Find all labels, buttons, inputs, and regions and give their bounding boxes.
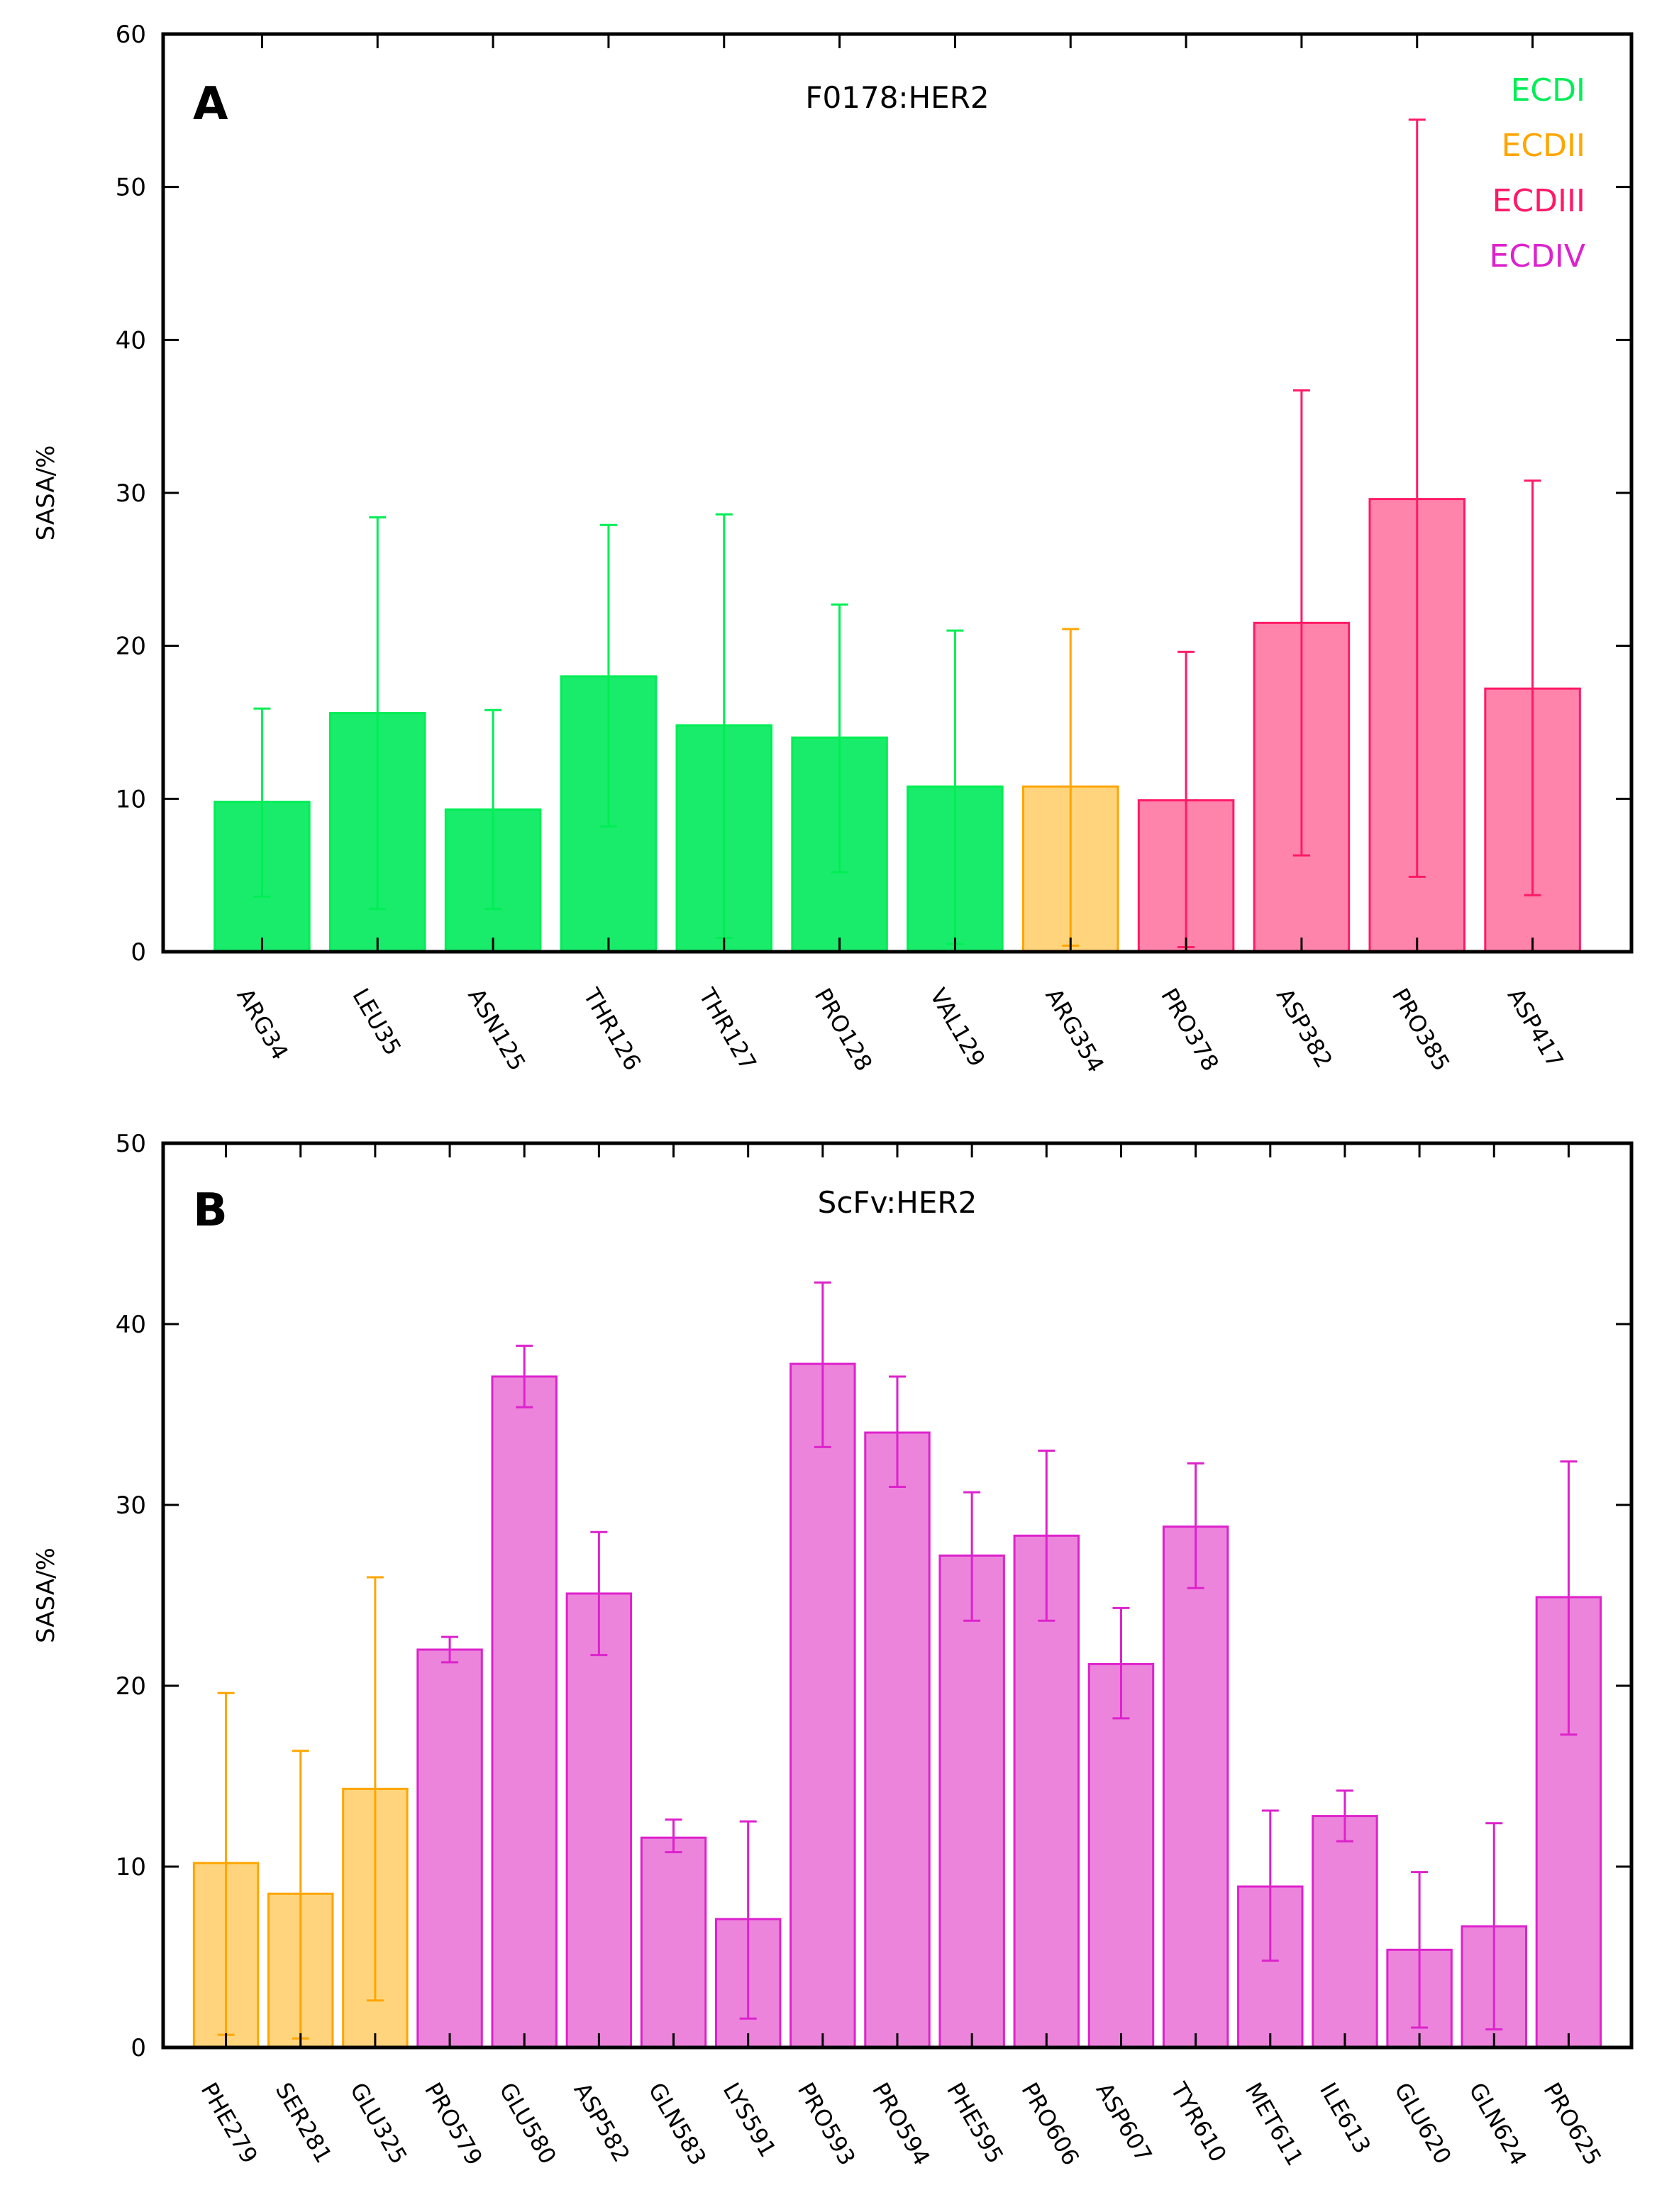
y-tick-label: 50: [116, 1130, 146, 1158]
y-tick-label: 20: [116, 633, 146, 661]
x-tick-label-val129: VAL129: [924, 984, 990, 1071]
x-tick-label-gln583: GLN583: [643, 2078, 712, 2170]
y-tick-label: 10: [116, 785, 146, 813]
x-tick-label-thr126: THR126: [577, 983, 646, 1075]
legend-entry-ecdiv: ECDIV: [1490, 238, 1585, 274]
x-tick-label-pro378: PRO378: [1156, 984, 1224, 1076]
x-tick-label-glu580: GLU580: [494, 2078, 562, 2169]
x-tick-label-glu325: GLU325: [345, 2078, 413, 2169]
x-tick-label-arg34: ARG34: [231, 984, 294, 1065]
y-tick-label: 20: [116, 1672, 146, 1701]
bar-gln583: [640, 1836, 707, 2049]
x-tick-label-asn125: ASN125: [462, 984, 531, 1075]
y-tick-label: 40: [116, 1311, 146, 1339]
x-tick-label-met611: MET611: [1240, 2078, 1309, 2170]
y-tick-label: 30: [116, 1491, 146, 1520]
x-tick-label-phe595: PHE595: [941, 2078, 1009, 2168]
bar-glu580: [491, 1375, 558, 2049]
x-tick-label-pro579: PRO579: [419, 2078, 488, 2170]
bar-pro593: [789, 1362, 856, 2049]
bar-pro579: [416, 1648, 483, 2049]
y-tick-label: 50: [116, 174, 146, 202]
legend-entry-ecdiii: ECDIII: [1492, 183, 1585, 219]
legend-entry-ecdi: ECDI: [1511, 72, 1585, 109]
x-tick-label-lys591: LYS591: [718, 2078, 782, 2162]
x-tick-label-leu35: LEU35: [347, 984, 406, 1060]
y-tick-label: 60: [116, 21, 146, 49]
x-tick-label-tyr610: TYR610: [1165, 2077, 1232, 2167]
x-tick-label-gln624: GLN624: [1463, 2078, 1532, 2170]
y-tick-label: 0: [131, 938, 146, 967]
chart-title: ScFv:HER2: [818, 1185, 977, 1220]
x-tick-label-asp607: ASP607: [1091, 2078, 1158, 2167]
x-tick-label-pro606: PRO606: [1016, 2078, 1085, 2170]
x-tick-label-ile613: ILE613: [1314, 2078, 1376, 2158]
bar-tyr610: [1162, 1525, 1229, 2049]
bar-asp582: [565, 1592, 633, 2049]
x-tick-label-ser281: SER281: [270, 2078, 338, 2167]
x-tick-label-asp382: ASP382: [1271, 984, 1338, 1072]
y-tick-label: 10: [116, 1853, 146, 1882]
x-tick-label-asp582: ASP582: [568, 2078, 635, 2167]
chart-title: F0178:HER2: [805, 80, 989, 115]
x-tick-label-pro593: PRO593: [792, 2078, 861, 2170]
legend-entry-ecdii: ECDII: [1502, 128, 1585, 164]
x-tick-label-phe279: PHE279: [196, 2078, 263, 2168]
plot-frame: [161, 1141, 1634, 2050]
bar-asp607: [1087, 1662, 1155, 2049]
y-tick-label: 40: [116, 326, 146, 355]
x-tick-label-asp417: ASP417: [1502, 984, 1569, 1072]
x-tick-label-glu620: GLU620: [1389, 2078, 1457, 2169]
x-tick-label-thr127: THR127: [693, 983, 762, 1075]
x-tick-label-pro625: PRO625: [1538, 2078, 1607, 2170]
plot-frame: [161, 32, 1634, 954]
y-axis-label: SASA/%: [32, 445, 60, 541]
panel-b-chart: 0 10 20 30 40 50 SASA/% PHE279 SER281 GLU325 PRO57…: [32, 1130, 1634, 2170]
bar-phe595: [938, 1554, 1005, 2049]
x-tick-label-pro128: PRO128: [809, 984, 878, 1076]
panel-letter: B: [193, 1184, 228, 1237]
y-tick-label: 0: [131, 2034, 146, 2062]
panel-letter: A: [193, 78, 228, 130]
x-tick-label-arg354: ARG354: [1040, 984, 1109, 1077]
x-tick-label-pro594: PRO594: [867, 2078, 936, 2170]
y-axis-label: SASA/%: [32, 1547, 60, 1643]
y-tick-label: 30: [116, 479, 146, 508]
panel-a-chart: 0 10 20 30 40 50 60 SASA/% ARG34 LEU35 ASN125 THR12…: [32, 21, 1634, 1077]
bar-pro594: [864, 1431, 931, 2049]
bar-ile613: [1312, 1815, 1378, 2049]
x-tick-label-pro385: PRO385: [1387, 984, 1456, 1076]
